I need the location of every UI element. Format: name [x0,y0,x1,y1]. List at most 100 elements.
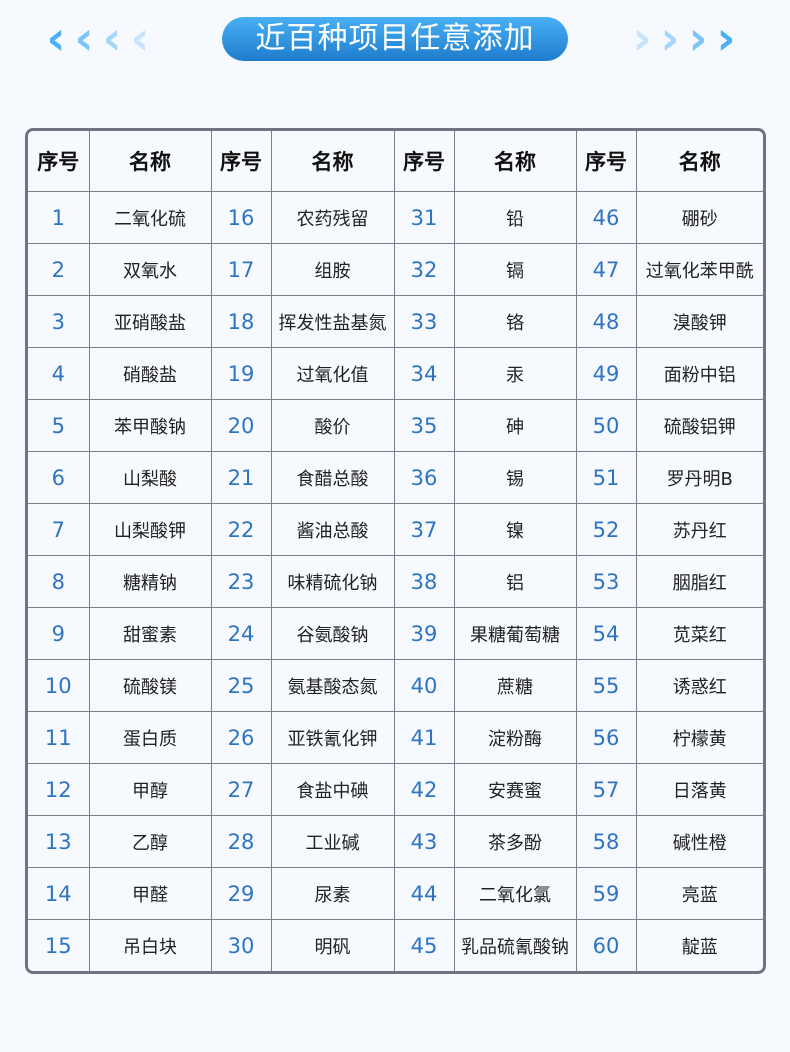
table-row: 9 甜蜜素 24 谷氨酸钠 39 果糖葡萄糖 54 苋菜红 [28,607,763,660]
item-name: 铝 [453,555,577,608]
item-name: 硼砂 [635,191,763,244]
item-index: 54 [575,607,637,660]
table-row: 4 硝酸盐 19 过氧化值 34 汞 49 面粉中铝 [28,347,763,400]
item-name: 铬 [453,295,577,348]
item-index: 47 [575,243,637,296]
item-index: 22 [210,503,272,556]
chevrons-left-icon: ‹ ‹ ‹ ‹ [46,11,150,65]
item-index: 35 [393,399,455,452]
item-index: 49 [575,347,637,400]
item-name: 淀粉酶 [453,711,577,764]
table-row: 10 硫酸镁 25 氨基酸态氮 40 蔗糖 55 诱惑红 [28,659,763,712]
item-name: 味精硫化钠 [270,555,395,608]
header-name: 名称 [453,131,577,192]
item-index: 3 [28,295,90,348]
item-name: 果糖葡萄糖 [453,607,577,660]
item-name: 挥发性盐基氮 [270,295,395,348]
item-name: 甲醛 [88,867,212,920]
banner-title: 近百种项目任意添加 [222,17,568,61]
table-row: 13 乙醇 28 工业碱 43 茶多酚 58 碱性橙 [28,815,763,868]
item-index: 50 [575,399,637,452]
item-name: 安赛蜜 [453,763,577,816]
item-name: 谷氨酸钠 [270,607,395,660]
item-index: 2 [28,243,90,296]
item-index: 13 [28,815,90,868]
item-index: 42 [393,763,455,816]
item-name: 明矾 [270,919,395,971]
table-row: 3 亚硝酸盐 18 挥发性盐基氮 33 铬 48 溴酸钾 [28,295,763,348]
item-name: 罗丹明B [635,451,763,504]
item-index: 60 [575,919,637,971]
item-index: 36 [393,451,455,504]
table-row: 6 山梨酸 21 食醋总酸 36 锡 51 罗丹明B [28,451,763,504]
item-name: 硝酸盐 [88,347,212,400]
item-name: 苏丹红 [635,503,763,556]
item-index: 25 [210,659,272,712]
item-index: 43 [393,815,455,868]
item-name: 靛蓝 [635,919,763,971]
item-name: 蔗糖 [453,659,577,712]
item-name: 组胺 [270,243,395,296]
item-index: 7 [28,503,90,556]
item-name: 过氧化苯甲酰 [635,243,763,296]
items-table: 序号 名称 序号 名称 序号 名称 序号 名称 1 二氧化硫 16 农药残留 31 铅 46 硼砂 2 双氧水 1… [25,128,766,974]
item-name: 酸价 [270,399,395,452]
item-index: 34 [393,347,455,400]
item-index: 10 [28,659,90,712]
item-index: 40 [393,659,455,712]
item-name: 农药残留 [270,191,395,244]
item-index: 27 [210,763,272,816]
item-index: 39 [393,607,455,660]
item-index: 45 [393,919,455,971]
item-index: 32 [393,243,455,296]
item-name: 铅 [453,191,577,244]
item-index: 56 [575,711,637,764]
item-name: 食醋总酸 [270,451,395,504]
table-row: 7 山梨酸钾 22 酱油总酸 37 镍 52 苏丹红 [28,503,763,556]
item-index: 20 [210,399,272,452]
item-name: 柠檬黄 [635,711,763,764]
item-index: 46 [575,191,637,244]
item-name: 硫酸铝钾 [635,399,763,452]
item-name: 镉 [453,243,577,296]
table-row: 12 甲醇 27 食盐中碘 42 安赛蜜 57 日落黄 [28,763,763,816]
item-name: 山梨酸 [88,451,212,504]
table-row: 2 双氧水 17 组胺 32 镉 47 过氧化苯甲酰 [28,243,763,296]
item-index: 28 [210,815,272,868]
header-index: 序号 [210,131,272,192]
item-index: 38 [393,555,455,608]
item-index: 21 [210,451,272,504]
item-index: 6 [28,451,90,504]
item-index: 30 [210,919,272,971]
table-row: 15 吊白块 30 明矾 45 乳品硫氰酸钠 60 靛蓝 [28,919,763,971]
item-index: 51 [575,451,637,504]
item-index: 37 [393,503,455,556]
item-index: 17 [210,243,272,296]
item-name: 过氧化值 [270,347,395,400]
item-name: 碱性橙 [635,815,763,868]
item-index: 23 [210,555,272,608]
item-index: 19 [210,347,272,400]
item-name: 亚硝酸盐 [88,295,212,348]
header-index: 序号 [393,131,455,192]
item-index: 16 [210,191,272,244]
item-name: 甲醇 [88,763,212,816]
item-index: 59 [575,867,637,920]
item-name: 山梨酸钾 [88,503,212,556]
table-header-row: 序号 名称 序号 名称 序号 名称 序号 名称 [28,131,763,192]
item-name: 双氧水 [88,243,212,296]
item-index: 18 [210,295,272,348]
item-index: 5 [28,399,90,452]
item-index: 33 [393,295,455,348]
item-index: 55 [575,659,637,712]
item-index: 12 [28,763,90,816]
table-row: 8 糖精钠 23 味精硫化钠 38 铝 53 胭脂红 [28,555,763,608]
table-row: 14 甲醛 29 尿素 44 二氧化氯 59 亮蓝 [28,867,763,920]
item-name: 镍 [453,503,577,556]
item-index: 14 [28,867,90,920]
header-name: 名称 [635,131,763,192]
item-name: 食盐中碘 [270,763,395,816]
item-name: 二氧化氯 [453,867,577,920]
item-index: 1 [28,191,90,244]
item-index: 48 [575,295,637,348]
